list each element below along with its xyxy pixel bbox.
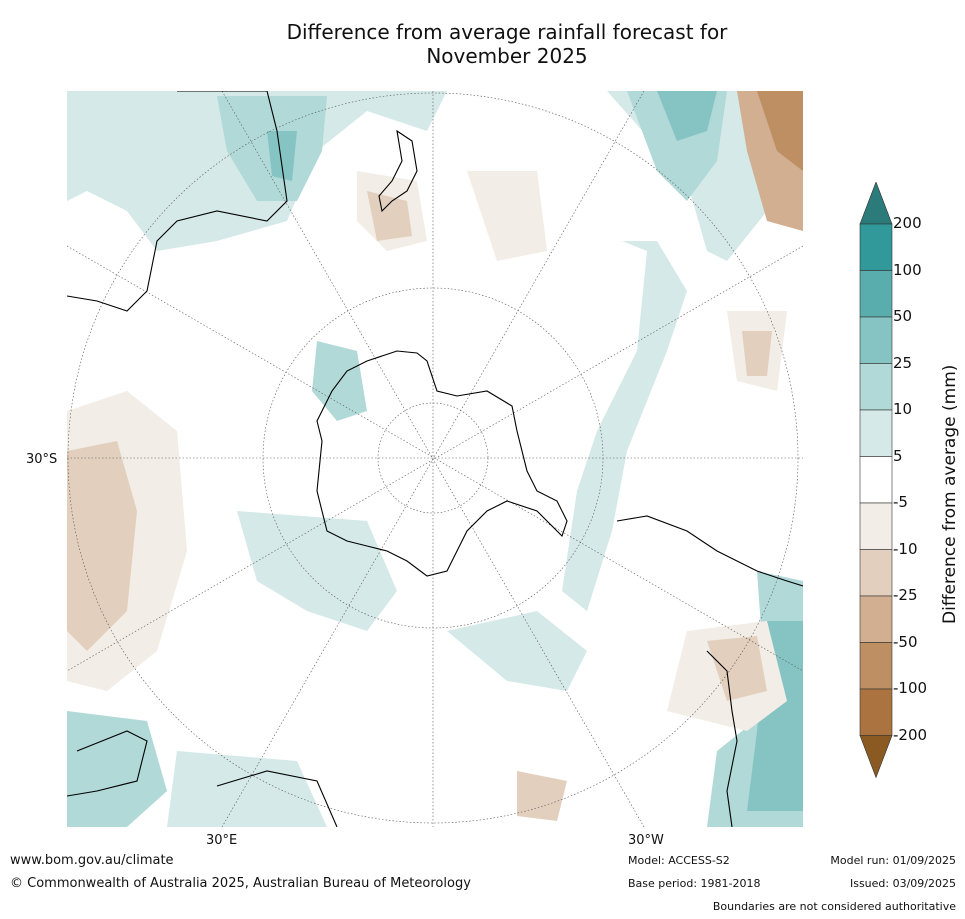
wet-region-south-africa <box>167 751 327 827</box>
colorbar-segment <box>859 642 893 690</box>
wet-region-south-atlantic <box>447 611 587 691</box>
colorbar-tick-label: 10 <box>893 400 913 418</box>
south-america-east-coastline <box>706 650 738 827</box>
footer-model-run: Model run: 01/09/2025 <box>830 854 956 867</box>
colorbar-segment <box>859 549 893 597</box>
longitude-label-30e: 30°E <box>206 833 238 848</box>
colorbar-tick-label: -100 <box>893 679 928 697</box>
colorbar-segment <box>859 316 893 364</box>
colorbar-extend-bottom <box>859 735 893 779</box>
wet-anomaly-regions <box>67 91 803 827</box>
colorbar-tick-label: -25 <box>893 586 918 604</box>
dry-region-south-atlantic-patch <box>517 771 567 821</box>
map-panel[interactable] <box>67 91 803 827</box>
wet-region-indian-ocean <box>237 511 397 631</box>
colorbar-title: Difference from average (mm) <box>940 364 960 624</box>
rainfall-anomaly-map <box>67 91 803 827</box>
colorbar-segment <box>859 688 893 736</box>
colorbar-tick-label: -5 <box>893 493 908 511</box>
colorbar-segment <box>859 363 893 411</box>
footer-model: Model: ACCESS-S2 <box>628 854 730 867</box>
footer-copyright: © Commonwealth of Australia 2025, Austra… <box>10 876 471 891</box>
south-america-coastline <box>616 515 803 587</box>
new-zealand-coastline <box>378 129 418 213</box>
colorbar-tick-label: -10 <box>893 539 918 558</box>
latitude-label-30s: 30°S <box>26 452 58 467</box>
map-title-line2: November 2025 <box>426 44 588 68</box>
colorbar-segment <box>859 270 893 318</box>
wet-region-southwest <box>67 711 167 827</box>
colorbar-tick-label: -200 <box>893 725 928 744</box>
australia-coastline <box>67 91 288 312</box>
dry-anomaly-regions <box>67 91 803 821</box>
map-title: Difference from average rainfall forecas… <box>0 20 965 68</box>
wet-region-northeast-core2 <box>657 91 717 141</box>
madagascar-coastline <box>67 730 148 797</box>
dry-region-new-zealand-core <box>367 191 412 241</box>
colorbar-tick-label: -50 <box>893 632 918 651</box>
longitude-label-30w: 30°W <box>628 833 664 848</box>
wet-region-atlantic-band <box>562 241 687 611</box>
footer-issued: Issued: 03/09/2025 <box>849 877 956 890</box>
colorbar-tick-label: 200 <box>893 214 922 232</box>
dry-region-brazil-north-core <box>757 91 803 171</box>
colorbar-segment <box>859 456 893 504</box>
coastlines <box>67 91 803 827</box>
colorbar <box>859 182 893 779</box>
colorbar-tick-label: 100 <box>893 260 922 279</box>
colorbar-segments <box>859 182 893 779</box>
latitude-circle-80 <box>377 402 489 514</box>
colorbar-segment <box>859 502 893 550</box>
latitude-circle-30 <box>67 92 799 824</box>
meridian-60w <box>67 245 803 672</box>
graticule <box>67 91 803 827</box>
dry-region-west-core <box>67 441 137 651</box>
colorbar-segment <box>859 595 893 643</box>
footer-base-period: Base period: 1981-2018 <box>628 877 761 890</box>
colorbar-tick-label: 25 <box>893 353 913 372</box>
meridian-30w <box>221 91 645 827</box>
antarctica-coastline <box>316 350 568 577</box>
africa-coastline-south <box>216 770 338 827</box>
dry-region-south-america-south-core <box>707 636 767 701</box>
map-title-line1: Difference from average rainfall forecas… <box>286 20 728 44</box>
colorbar-tick-label: 5 <box>893 446 903 465</box>
footer-boundaries-note: Boundaries are not considered authoritat… <box>712 900 956 913</box>
dry-region-east-pacific <box>467 171 547 261</box>
colorbar-extend-top <box>859 182 893 225</box>
colorbar-tick-label: 50 <box>893 307 913 325</box>
wet-region-south-america-east-core <box>747 621 803 811</box>
colorbar-segment <box>859 409 893 457</box>
colorbar-segment <box>859 223 893 271</box>
footer-website[interactable]: www.bom.gov.au/climate <box>10 853 174 868</box>
dry-region-east-atlantic-core <box>742 331 772 376</box>
wet-region-north-core2 <box>267 131 297 181</box>
